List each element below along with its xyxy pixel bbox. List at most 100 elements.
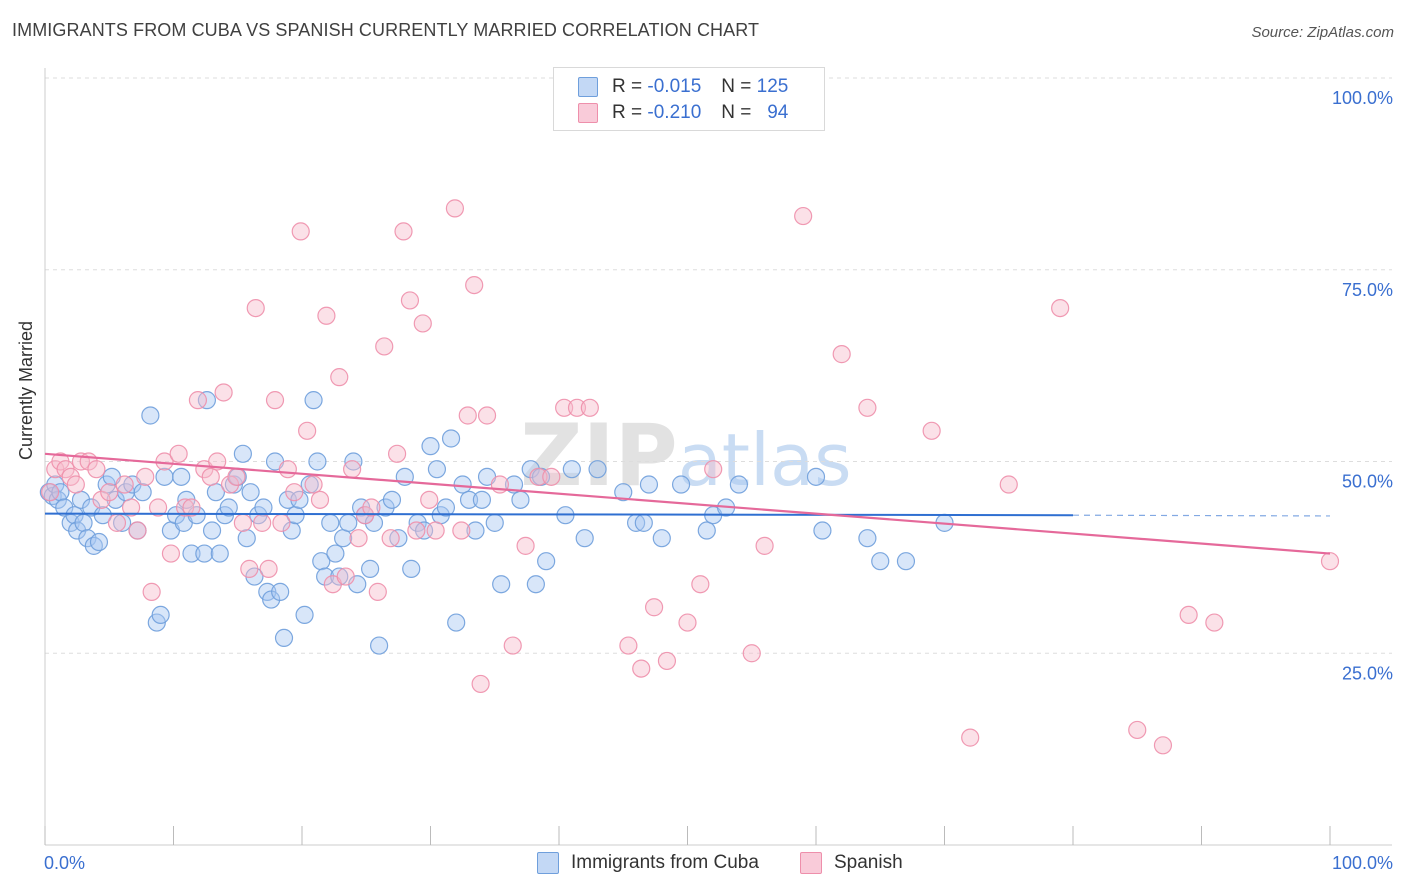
spanish-point xyxy=(657,651,677,671)
cuba-point xyxy=(436,498,456,517)
spanish-point xyxy=(632,659,651,678)
spanish-point xyxy=(100,483,119,502)
spanish-point xyxy=(394,222,413,241)
spanish-point xyxy=(742,644,761,663)
watermark: ZIPatlas xyxy=(520,406,851,506)
cuba-point xyxy=(871,552,890,571)
spanish-point xyxy=(755,536,774,555)
cuba-point xyxy=(74,513,93,532)
spanish-point xyxy=(471,674,490,694)
spanish-point xyxy=(148,498,168,517)
cuba-point xyxy=(492,575,511,594)
spanish-point xyxy=(1128,720,1147,740)
cuba-point xyxy=(521,460,540,479)
cuba-point xyxy=(286,506,305,525)
cuba-point xyxy=(504,475,524,494)
cuba-point xyxy=(202,521,222,540)
spanish-point xyxy=(240,559,259,578)
cuba-point xyxy=(300,475,319,494)
cuba-point xyxy=(447,613,466,632)
spanish-point xyxy=(246,299,265,318)
cuba-point xyxy=(858,529,877,548)
cuba-point xyxy=(282,521,301,540)
cuba-point xyxy=(389,529,408,548)
spanish-trend-line xyxy=(44,452,1331,555)
legend-r-label: R = xyxy=(612,102,643,123)
spanish-point xyxy=(1320,552,1340,571)
cuba-point xyxy=(210,544,229,563)
legend-n-label: N = xyxy=(721,76,752,97)
legend-r-label: R = xyxy=(612,76,643,97)
cuba-point xyxy=(806,467,826,486)
spanish-legend-swatch xyxy=(800,852,822,874)
spanish-point xyxy=(1205,613,1224,632)
x-tick-label: 0.0% xyxy=(44,853,85,873)
cuba-point xyxy=(537,552,556,571)
cuba-point xyxy=(172,467,191,486)
y-axis-label: Currently Married xyxy=(16,320,36,460)
cuba-point xyxy=(182,544,201,563)
legend-row-cuba: R = -0.015 N = 125 xyxy=(578,76,788,98)
stats-legend: R = -0.015 N = 125 R = -0.210 N = 94 xyxy=(553,67,825,131)
spanish-point xyxy=(265,391,285,410)
spanish-point xyxy=(1153,736,1173,755)
spanish-point xyxy=(580,398,599,417)
spanish-point xyxy=(704,460,723,479)
spanish-point xyxy=(201,467,220,486)
spanish-point xyxy=(445,199,465,218)
cuba-point xyxy=(575,529,594,548)
cuba-point xyxy=(896,552,916,571)
spanish-point xyxy=(169,444,188,463)
x-tick-label: 100.0% xyxy=(1332,853,1393,873)
spanish-point xyxy=(503,636,522,655)
spanish-point xyxy=(922,421,941,440)
spanish-point xyxy=(555,398,574,417)
y-tick-label: 75.0% xyxy=(1342,280,1393,300)
cuba-point xyxy=(402,559,421,578)
spanish-point xyxy=(142,582,161,601)
spanish-point xyxy=(858,398,877,417)
cuba-legend-swatch xyxy=(537,852,559,874)
cuba-point xyxy=(485,513,504,532)
spanish-point xyxy=(452,521,471,540)
cuba-point xyxy=(316,567,335,586)
cuba-point xyxy=(562,460,581,479)
spanish-point xyxy=(678,613,697,632)
spanish-point xyxy=(291,222,310,241)
cuba-point xyxy=(219,498,238,517)
spanish-point xyxy=(317,306,336,325)
cuba-point xyxy=(151,605,170,625)
chart-title: IMMIGRANTS FROM CUBA VS SPANISH CURRENTL… xyxy=(12,20,760,40)
cuba-point xyxy=(344,452,363,471)
cuba-point xyxy=(271,582,290,601)
spanish-point xyxy=(999,475,1018,494)
spanish-point xyxy=(87,460,106,479)
cuba-point xyxy=(308,452,327,471)
spanish-point xyxy=(465,275,484,295)
cuba-point xyxy=(614,483,633,502)
cuba-point xyxy=(511,490,530,509)
axis-layer: 100.0% 75.0% 50.0% 25.0% 0.0% 100.0% xyxy=(44,68,1393,873)
spanish-point xyxy=(349,529,368,548)
spanish-point xyxy=(619,636,638,655)
spanish-point xyxy=(567,398,587,417)
cuba-point xyxy=(55,498,74,517)
cuba-point xyxy=(453,475,472,494)
spanish-point xyxy=(272,513,291,532)
spanish-point xyxy=(136,467,155,486)
y-tick-label: 100.0% xyxy=(1332,88,1393,108)
cuba-trend-extension xyxy=(1072,514,1331,517)
spanish-point xyxy=(529,467,548,486)
spanish-point xyxy=(175,498,195,517)
spanish-point xyxy=(214,383,233,402)
spanish-point xyxy=(285,483,304,502)
cuba-point xyxy=(339,513,358,532)
cuba-point xyxy=(93,506,112,525)
cuba-point xyxy=(382,490,402,509)
spanish-point xyxy=(794,206,813,226)
cuba-point xyxy=(89,532,109,552)
spanish-point xyxy=(368,582,387,601)
cuba-point xyxy=(472,490,491,509)
spanish-point xyxy=(644,598,664,617)
